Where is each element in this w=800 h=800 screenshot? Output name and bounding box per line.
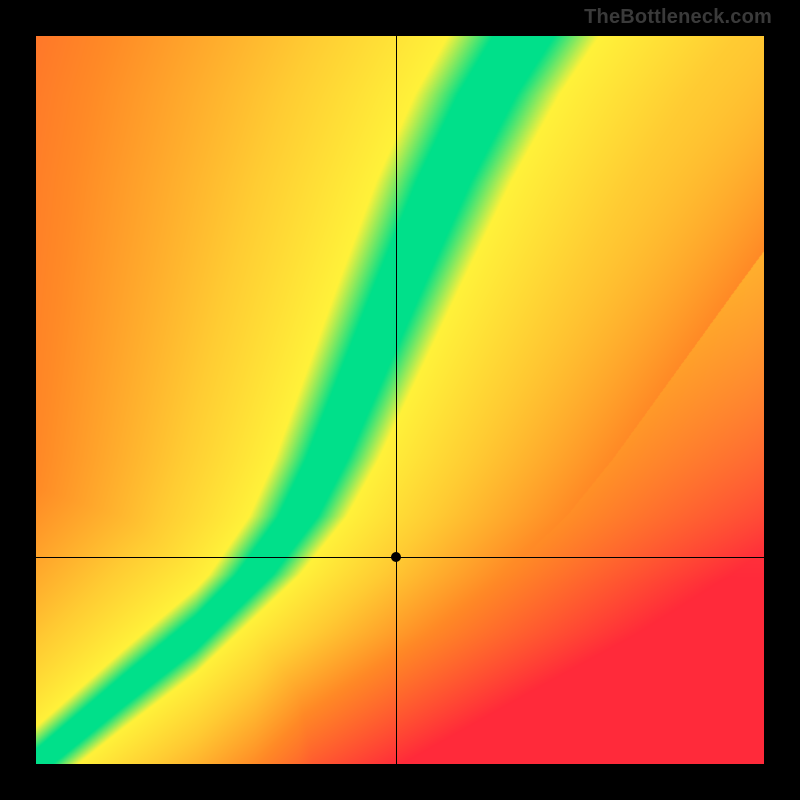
crosshair-vertical (396, 36, 397, 764)
heatmap-canvas (36, 36, 764, 764)
watermark-text: TheBottleneck.com (584, 6, 772, 29)
marker-dot (391, 552, 401, 562)
bottleneck-heatmap (36, 36, 764, 764)
